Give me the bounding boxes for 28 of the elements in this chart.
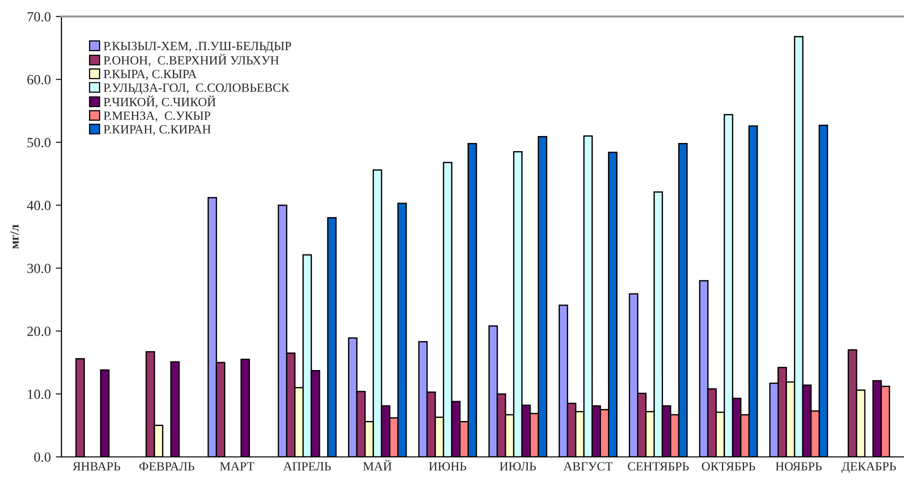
y-tick-label: 40.0: [27, 200, 51, 210]
legend-label: Р.ОНОН, С.ВЕРХНИЙ УЛЬХУН: [104, 54, 279, 66]
y-tick-label: 60.0: [27, 74, 51, 84]
x-tick-label: СЕНТЯБРЬ: [628, 462, 689, 471]
y-tick-label: 0.0: [34, 452, 51, 462]
x-tick-label: АПРЕЛЬ: [283, 462, 331, 471]
x-tick-label: АВГУСТ: [563, 462, 613, 471]
y-tick-label: 50.0: [28, 138, 51, 148]
legend-label: Р.КЫРА, С.КЫРА: [104, 70, 197, 80]
x-tick-label: ОКТЯБРЬ: [702, 462, 756, 471]
y-tick-label: 10.0: [28, 390, 51, 399]
x-tick-label: ИЮНЬ: [428, 462, 466, 471]
y-tick-label: 70.0: [28, 12, 51, 22]
y-tick-label: 30.0: [27, 264, 51, 274]
legend-label: Р.УЛЬДЗА-ГОЛ, С.СОЛОВЬЕВСК: [104, 83, 290, 94]
x-tick-label: НОЯБРЬ: [776, 462, 822, 471]
legend-label: Р.ЧИКОЙ, С.ЧИКОЙ: [104, 96, 216, 108]
legend-label: Р.МЕНЗА, С.УКЫР: [104, 111, 210, 122]
x-tick-label: ЯНВАРЬ: [72, 462, 120, 470]
x-tick-label: МАРТ: [220, 462, 254, 470]
legend-label: Р.КИРАН, С.КИРАН: [104, 125, 211, 136]
x-tick-label: ДЕКАБРЬ: [842, 462, 896, 474]
x-tick-label: ИЮЛЬ: [500, 462, 536, 471]
y-tick-label: 20.0: [27, 326, 51, 336]
x-tick-label: МАЙ: [363, 460, 392, 470]
x-tick-label: ФЕВРАЛЬ: [139, 462, 194, 471]
legend-label: Р.КЫЗЫЛ-ХЕМ, .П.УШ-БЕЛЬДЫР: [104, 42, 292, 53]
y-axis-title: мг/л: [10, 224, 19, 249]
